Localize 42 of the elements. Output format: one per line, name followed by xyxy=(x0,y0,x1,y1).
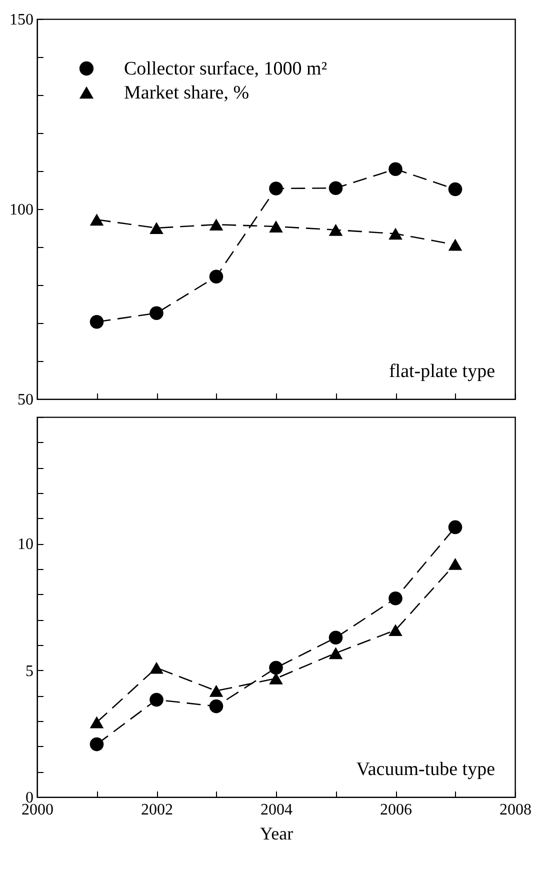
x-tick-label: 2000 xyxy=(22,802,54,818)
point xyxy=(90,314,104,329)
point xyxy=(90,716,104,728)
point xyxy=(328,181,343,195)
legend-label: Collector surface, 1000 m² xyxy=(124,58,328,80)
point xyxy=(448,182,462,196)
y-tick-label: 150 xyxy=(10,12,34,28)
point xyxy=(269,182,283,196)
point xyxy=(90,737,104,752)
point xyxy=(388,592,402,606)
point xyxy=(448,520,462,534)
y-tick-label: 100 xyxy=(10,202,34,218)
point xyxy=(150,306,164,320)
point xyxy=(388,228,402,240)
point xyxy=(328,647,343,660)
annotation: Vacuum-tube type xyxy=(356,759,495,780)
point xyxy=(388,624,402,636)
point xyxy=(328,224,343,236)
point xyxy=(269,660,283,675)
y-tick-label: 50 xyxy=(18,392,34,408)
x-axis-title: Year xyxy=(260,824,294,844)
point xyxy=(448,558,462,570)
point xyxy=(328,630,343,645)
annotation: flat-plate type xyxy=(388,361,495,382)
point xyxy=(209,218,224,231)
y-tick-label: 10 xyxy=(18,536,34,554)
point xyxy=(150,662,164,674)
point xyxy=(388,162,402,176)
x-tick-label: 2004 xyxy=(260,802,292,818)
x-tick-label: 2008 xyxy=(500,802,532,818)
y-tick-label: 5 xyxy=(26,662,34,680)
point xyxy=(90,214,104,226)
x-tick-label: 2002 xyxy=(141,802,173,818)
point xyxy=(209,699,224,714)
point xyxy=(269,220,283,232)
point xyxy=(448,238,462,251)
point xyxy=(209,270,224,284)
point xyxy=(209,684,224,697)
point xyxy=(150,692,164,707)
x-tick-label: 2006 xyxy=(380,802,412,818)
point xyxy=(150,222,164,234)
legend-label: Market share, % xyxy=(124,82,250,104)
